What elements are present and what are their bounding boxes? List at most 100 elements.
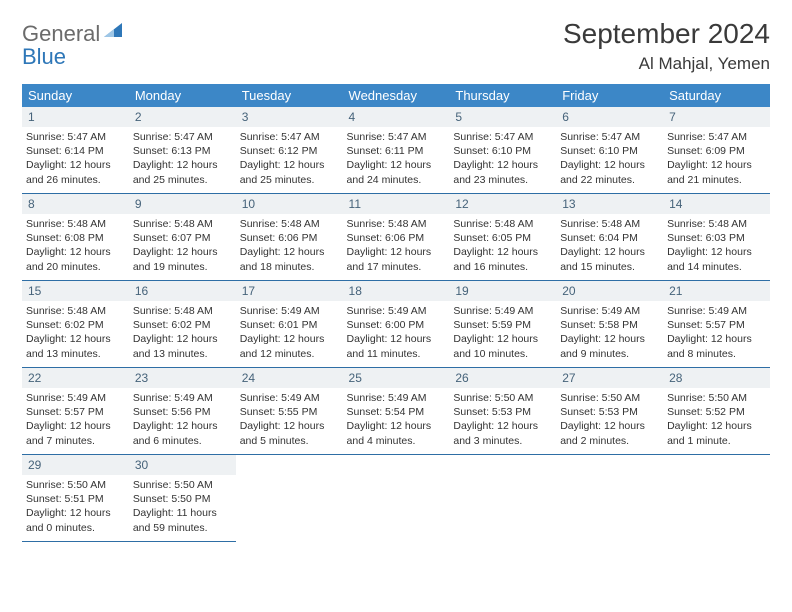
day-number: 2 xyxy=(129,107,236,127)
sunset-text: Sunset: 5:55 PM xyxy=(240,405,339,419)
sunset-text: Sunset: 5:51 PM xyxy=(26,492,125,506)
weekday-header: Monday xyxy=(129,84,236,107)
daylight-text: and 23 minutes. xyxy=(453,173,552,187)
daylight-text: Daylight: 12 hours xyxy=(133,158,232,172)
daylight-text: and 0 minutes. xyxy=(26,521,125,535)
daylight-text: and 13 minutes. xyxy=(26,347,125,361)
daylight-text: and 5 minutes. xyxy=(240,434,339,448)
sunrise-text: Sunrise: 5:49 AM xyxy=(453,304,552,318)
day-number: 17 xyxy=(236,281,343,301)
weekday-header: Wednesday xyxy=(343,84,450,107)
calendar-cell: 10Sunrise: 5:48 AMSunset: 6:06 PMDayligh… xyxy=(236,194,343,281)
calendar-week-row: 8Sunrise: 5:48 AMSunset: 6:08 PMDaylight… xyxy=(22,194,770,281)
daylight-text: Daylight: 12 hours xyxy=(453,419,552,433)
title-block: September 2024 Al Mahjal, Yemen xyxy=(563,18,770,74)
sunrise-text: Sunrise: 5:49 AM xyxy=(347,304,446,318)
daylight-text: Daylight: 12 hours xyxy=(453,332,552,346)
sunset-text: Sunset: 6:02 PM xyxy=(133,318,232,332)
sunrise-text: Sunrise: 5:48 AM xyxy=(347,217,446,231)
calendar-cell: 18 Sunrise: 5:49 AMSunset: 6:00 PMDayligh… xyxy=(343,281,450,368)
sunrise-text: Sunrise: 5:49 AM xyxy=(667,304,766,318)
calendar-week-row: 22Sunrise: 5:49 AMSunset: 5:57 PMDayligh… xyxy=(22,368,770,455)
calendar-cell: 8Sunrise: 5:48 AMSunset: 6:08 PMDaylight… xyxy=(22,194,129,281)
sunset-text: Sunset: 6:05 PM xyxy=(453,231,552,245)
daylight-text: and 18 minutes. xyxy=(240,260,339,274)
sunset-text: Sunset: 5:58 PM xyxy=(560,318,659,332)
daylight-text: Daylight: 12 hours xyxy=(26,419,125,433)
sunset-text: Sunset: 6:06 PM xyxy=(240,231,339,245)
sunrise-text: Sunrise: 5:49 AM xyxy=(133,391,232,405)
calendar-cell: 16Sunrise: 5:48 AMSunset: 6:02 PMDayligh… xyxy=(129,281,236,368)
calendar-week-row: 29Sunrise: 5:50 AMSunset: 5:51 PMDayligh… xyxy=(22,455,770,542)
calendar-week-row: 1Sunrise: 5:47 AMSunset: 6:14 PMDaylight… xyxy=(22,107,770,194)
sunset-text: Sunset: 6:13 PM xyxy=(133,144,232,158)
calendar-cell: 29Sunrise: 5:50 AMSunset: 5:51 PMDayligh… xyxy=(22,455,129,542)
daylight-text: and 26 minutes. xyxy=(26,173,125,187)
weekday-header: Thursday xyxy=(449,84,556,107)
sunset-text: Sunset: 5:53 PM xyxy=(453,405,552,419)
daylight-text: and 24 minutes. xyxy=(347,173,446,187)
sunrise-text: Sunrise: 5:49 AM xyxy=(560,304,659,318)
daylight-text: and 16 minutes. xyxy=(453,260,552,274)
calendar-table: Sunday Monday Tuesday Wednesday Thursday… xyxy=(22,84,770,542)
daylight-text: Daylight: 12 hours xyxy=(133,332,232,346)
sunset-text: Sunset: 6:12 PM xyxy=(240,144,339,158)
daylight-text: and 15 minutes. xyxy=(560,260,659,274)
calendar-cell: 2Sunrise: 5:47 AMSunset: 6:13 PMDaylight… xyxy=(129,107,236,194)
sunrise-text: Sunrise: 5:48 AM xyxy=(133,217,232,231)
calendar-cell: 21Sunrise: 5:49 AMSunset: 5:57 PMDayligh… xyxy=(663,281,770,368)
daylight-text: Daylight: 12 hours xyxy=(347,332,446,346)
calendar-cell: 1Sunrise: 5:47 AMSunset: 6:14 PMDaylight… xyxy=(22,107,129,194)
day-number: 3 xyxy=(236,107,343,127)
daylight-text: and 14 minutes. xyxy=(667,260,766,274)
daylight-text: Daylight: 12 hours xyxy=(133,245,232,259)
sunrise-text: Sunrise: 5:49 AM xyxy=(240,391,339,405)
calendar-cell: 22Sunrise: 5:49 AMSunset: 5:57 PMDayligh… xyxy=(22,368,129,455)
calendar-cell xyxy=(449,455,556,542)
daylight-text: Daylight: 12 hours xyxy=(667,332,766,346)
day-number: 6 xyxy=(556,107,663,127)
calendar-cell: 30Sunrise: 5:50 AMSunset: 5:50 PMDayligh… xyxy=(129,455,236,542)
calendar-cell: 13Sunrise: 5:48 AMSunset: 6:04 PMDayligh… xyxy=(556,194,663,281)
sunrise-text: Sunrise: 5:47 AM xyxy=(347,130,446,144)
daylight-text: Daylight: 12 hours xyxy=(240,158,339,172)
sunrise-text: Sunrise: 5:49 AM xyxy=(26,391,125,405)
day-number: 4 xyxy=(343,107,450,127)
calendar-cell: 3 Sunrise: 5:47 AMSunset: 6:12 PMDaylight… xyxy=(236,107,343,194)
calendar-cell: 25Sunrise: 5:49 AMSunset: 5:54 PMDayligh… xyxy=(343,368,450,455)
calendar-cell: 7Sunrise: 5:47 AMSunset: 6:09 PMDaylight… xyxy=(663,107,770,194)
calendar-cell: 26Sunrise: 5:50 AMSunset: 5:53 PMDayligh… xyxy=(449,368,556,455)
day-number: 29 xyxy=(22,455,129,475)
daylight-text: and 6 minutes. xyxy=(133,434,232,448)
sunrise-text: Sunrise: 5:49 AM xyxy=(347,391,446,405)
day-number: 18 xyxy=(343,281,450,301)
day-number: 10 xyxy=(236,194,343,214)
calendar-cell xyxy=(236,455,343,542)
sunrise-text: Sunrise: 5:48 AM xyxy=(560,217,659,231)
calendar-cell: 23Sunrise: 5:49 AMSunset: 5:56 PMDayligh… xyxy=(129,368,236,455)
calendar-cell: 24Sunrise: 5:49 AMSunset: 5:55 PMDayligh… xyxy=(236,368,343,455)
sunrise-text: Sunrise: 5:48 AM xyxy=(453,217,552,231)
calendar-cell: 5Sunrise: 5:47 AMSunset: 6:10 PMDaylight… xyxy=(449,107,556,194)
daylight-text: Daylight: 12 hours xyxy=(667,158,766,172)
sunset-text: Sunset: 6:00 PM xyxy=(347,318,446,332)
day-number: 1 xyxy=(22,107,129,127)
calendar-cell: 27Sunrise: 5:50 AMSunset: 5:53 PMDayligh… xyxy=(556,368,663,455)
daylight-text: and 20 minutes. xyxy=(26,260,125,274)
calendar-cell: 19Sunrise: 5:49 AMSunset: 5:59 PMDayligh… xyxy=(449,281,556,368)
calendar-cell: 11Sunrise: 5:48 AMSunset: 6:06 PMDayligh… xyxy=(343,194,450,281)
daylight-text: Daylight: 12 hours xyxy=(26,506,125,520)
daylight-text: Daylight: 12 hours xyxy=(560,158,659,172)
daylight-text: and 8 minutes. xyxy=(667,347,766,361)
daylight-text: Daylight: 12 hours xyxy=(560,419,659,433)
daylight-text: Daylight: 11 hours xyxy=(133,506,232,520)
calendar-cell: 14Sunrise: 5:48 AMSunset: 6:03 PMDayligh… xyxy=(663,194,770,281)
sunrise-text: Sunrise: 5:48 AM xyxy=(26,304,125,318)
sunrise-text: Sunrise: 5:47 AM xyxy=(560,130,659,144)
sunrise-text: Sunrise: 5:47 AM xyxy=(240,130,339,144)
sail-icon xyxy=(104,22,126,45)
sunrise-text: Sunrise: 5:50 AM xyxy=(453,391,552,405)
sunrise-text: Sunrise: 5:48 AM xyxy=(667,217,766,231)
brand-name-2: Blue xyxy=(22,44,66,69)
daylight-text: and 59 minutes. xyxy=(133,521,232,535)
